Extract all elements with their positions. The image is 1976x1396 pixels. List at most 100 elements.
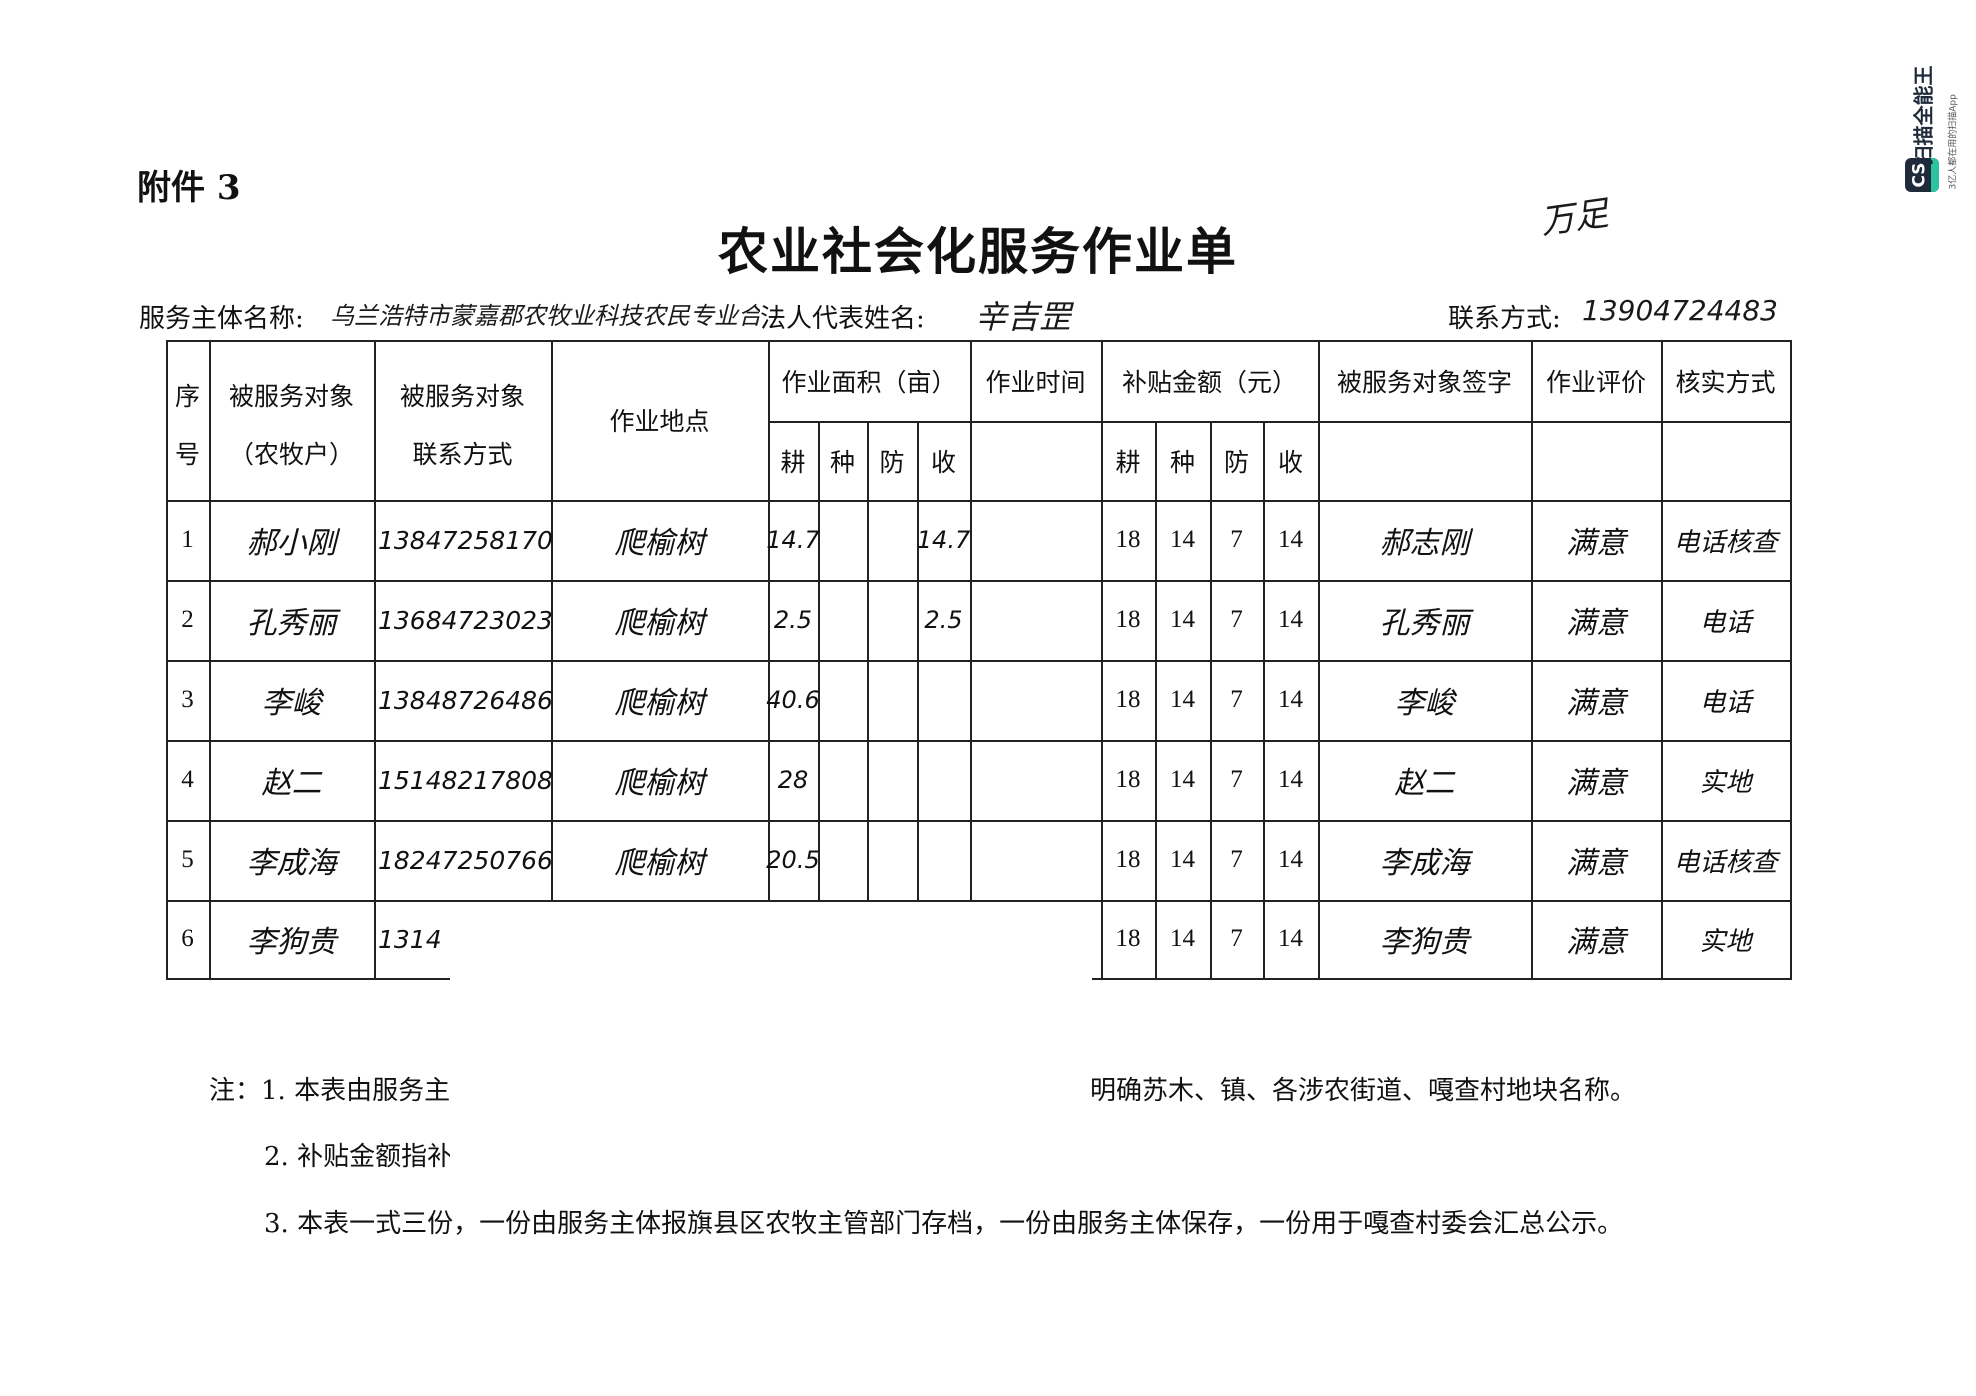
watermark-brand: 扫描全能王 <box>1911 65 1936 166</box>
row-client-phone: 1314 <box>378 924 442 954</box>
row-signature: 孔秀丽 <box>1379 606 1470 641</box>
row-verification: 实地 <box>1699 767 1752 798</box>
header-location: 作业地点 <box>609 407 710 436</box>
header-client-contact-line2: 联系方式 <box>412 440 513 469</box>
table-rule <box>1101 340 1103 980</box>
row-subsidy-value: 18 <box>1115 766 1141 793</box>
row-client-phone: 13684723023 <box>378 605 553 635</box>
row-area-value: 14.7 <box>916 526 971 554</box>
row-subsidy-value: 18 <box>1115 846 1141 873</box>
page-title: 农业社会化服务作业单 <box>718 222 1238 281</box>
note-1-left: 注：1. 本表由服务主 <box>209 1076 451 1106</box>
row-client-phone: 15148217808 <box>378 765 553 795</box>
row-area-value <box>867 660 917 740</box>
table-rule <box>166 580 1790 582</box>
row-area-value <box>867 580 917 660</box>
header-area: 作业面积（亩） <box>781 367 957 397</box>
table-rule <box>551 340 553 980</box>
row-client-name: 李峻 <box>261 686 322 721</box>
table-rule <box>166 340 168 980</box>
row-area-value <box>917 740 970 820</box>
header-client-line2: （农牧户） <box>228 440 354 469</box>
row-evaluation: 满意 <box>1566 686 1626 721</box>
row-verification: 电话 <box>1699 607 1752 638</box>
note-2: 2. 补贴金额指补 <box>264 1142 454 1172</box>
table-rule <box>166 500 1790 502</box>
header-subsidy-sub: 收 <box>1277 447 1303 477</box>
row-verification: 电话核查 <box>1673 847 1778 878</box>
scan-blank-region <box>450 902 1092 1002</box>
row-location: 爬榆树 <box>614 766 705 801</box>
row-area-value: 2.5 <box>924 606 963 634</box>
row-client-name: 李成海 <box>246 846 337 881</box>
row-verification: 电话核查 <box>1673 527 1778 558</box>
row-subsidy-value: 14 <box>1170 846 1195 873</box>
row-client-phone: 18247250766 <box>378 845 553 875</box>
row-subsidy-value: 14 <box>1278 925 1303 952</box>
row-location: 爬榆树 <box>614 606 705 641</box>
row-verification: 实地 <box>1699 926 1752 957</box>
row-subsidy-value: 14 <box>1170 925 1195 952</box>
scan-blank-region <box>450 1060 1088 1170</box>
header-subsidy-sub: 耕 <box>1115 447 1141 477</box>
row-subsidy-value: 14 <box>1170 766 1195 793</box>
row-evaluation: 满意 <box>1566 526 1626 561</box>
row-time <box>970 500 1101 580</box>
row-client-name: 赵二 <box>261 766 322 801</box>
row-location: 爬榆树 <box>614 846 705 881</box>
row-subsidy-value: 18 <box>1115 686 1141 713</box>
row-client-name: 郝小刚 <box>246 526 337 561</box>
row-subsidy-value: 7 <box>1230 526 1243 553</box>
row-signature: 李峻 <box>1394 686 1455 721</box>
row-area-value <box>818 500 867 580</box>
row-subsidy-value: 14 <box>1170 686 1195 713</box>
row-subsidy-value: 7 <box>1230 686 1243 713</box>
row-time <box>970 580 1101 660</box>
row-seq: 1 <box>181 526 194 553</box>
attachment-label: 附件 3 <box>137 168 241 208</box>
row-subsidy-value: 14 <box>1278 606 1303 633</box>
row-evaluation: 满意 <box>1566 846 1626 881</box>
row-seq: 2 <box>181 606 194 633</box>
note-1-right: 明确苏木、镇、各涉农街道、嘎查村地块名称。 <box>1090 1076 1637 1106</box>
row-subsidy-value: 18 <box>1115 526 1141 553</box>
row-verification: 电话 <box>1699 687 1752 718</box>
row-area-value: 14.7 <box>766 526 820 554</box>
contact-value: 13904724483 <box>1582 294 1778 327</box>
row-client-name: 李狗贵 <box>246 925 337 960</box>
row-subsidy-value: 14 <box>1278 686 1303 713</box>
row-time <box>970 820 1101 900</box>
header-client-line1: 被服务对象 <box>228 382 354 411</box>
camscanner-watermark: CS 扫描全能王 3亿人都在用的扫描App <box>1905 28 1965 198</box>
header-client-contact-line1: 被服务对象 <box>399 382 525 411</box>
row-client-name: 孔秀丽 <box>246 606 337 641</box>
contact-label: 联系方式: <box>1448 304 1561 334</box>
corner-note: 万足 <box>1538 193 1611 243</box>
row-area-value <box>867 740 917 820</box>
row-subsidy-value: 7 <box>1230 925 1243 952</box>
table-rule <box>166 900 1790 902</box>
header-subsidy-sub: 种 <box>1169 447 1195 477</box>
row-seq: 3 <box>181 686 194 713</box>
row-area-value <box>818 660 867 740</box>
header-evaluation: 作业评价 <box>1545 367 1646 397</box>
row-subsidy-value: 14 <box>1170 606 1195 633</box>
row-seq: 5 <box>181 846 194 873</box>
row-location: 爬榆树 <box>614 526 705 561</box>
legal-rep-value: 辛吉罡 <box>975 298 1072 336</box>
row-area-value <box>867 820 917 900</box>
table-rule <box>166 340 1790 342</box>
header-time: 作业时间 <box>985 367 1086 397</box>
table-rule <box>970 340 972 980</box>
provider-label: 服务主体名称: <box>139 304 304 334</box>
row-subsidy-value: 14 <box>1278 526 1303 553</box>
table-rule <box>166 660 1790 662</box>
row-area-value <box>818 580 867 660</box>
row-area-value <box>818 820 867 900</box>
table-rule <box>166 740 1790 742</box>
row-area-value <box>818 740 867 820</box>
header-area-sub: 收 <box>930 447 956 477</box>
header-seq-line2: 号 <box>174 440 200 469</box>
row-area-value: 40.6 <box>766 686 820 714</box>
